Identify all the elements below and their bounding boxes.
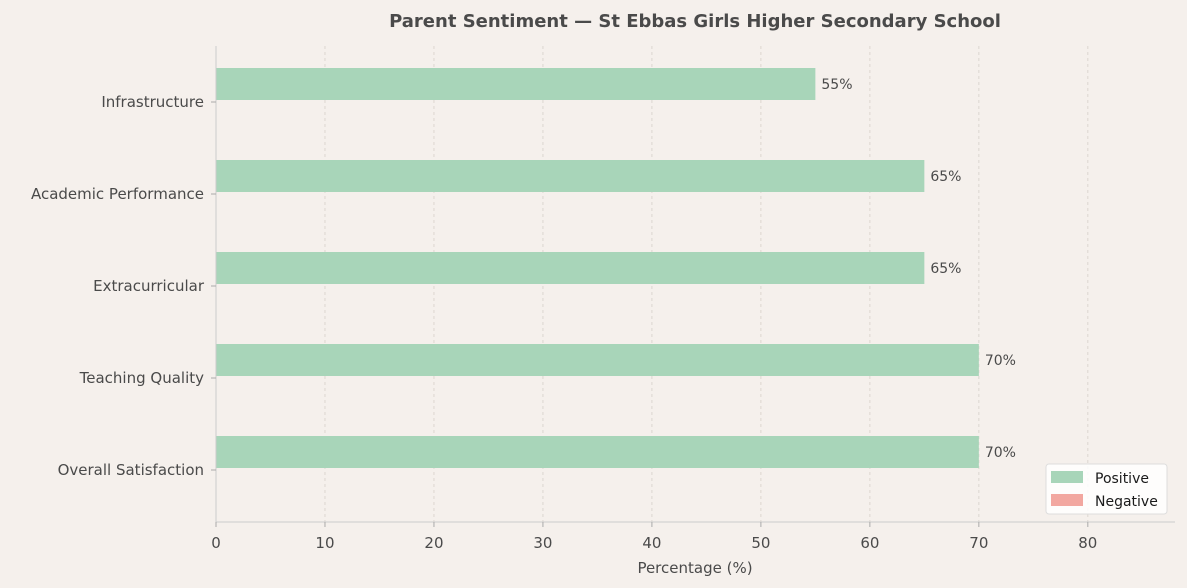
bar-value-label: 70% xyxy=(985,353,1016,369)
bar-positive xyxy=(216,68,816,100)
bar-value-label: 65% xyxy=(930,169,961,185)
x-tick-label: 40 xyxy=(642,534,661,552)
x-tick-label: 60 xyxy=(860,534,879,552)
x-tick-label: 80 xyxy=(1078,534,1097,552)
x-tick-label: 0 xyxy=(211,534,221,552)
x-tick-label: 10 xyxy=(315,534,334,552)
bars-group: 55% 65% 65% 70% 70% xyxy=(216,68,1016,468)
axes-group xyxy=(215,46,1175,523)
bar-positive xyxy=(216,160,925,192)
legend-label-negative: Negative xyxy=(1095,494,1158,510)
chart-title: Parent Sentiment — St Ebbas Girls Higher… xyxy=(389,11,1001,32)
bar-value-label: 65% xyxy=(930,261,961,277)
category-labels-group: Infrastructure Academic Performance Extrac… xyxy=(31,93,216,479)
x-axis-title: Percentage (%) xyxy=(637,559,752,577)
x-tick-label: 20 xyxy=(424,534,443,552)
category-label: Academic Performance xyxy=(31,185,204,203)
category-label: Overall Satisfaction xyxy=(58,461,204,479)
bar-positive xyxy=(216,436,979,468)
legend-swatch-negative xyxy=(1051,494,1083,506)
bar-positive xyxy=(216,344,979,376)
legend: Positive Negative xyxy=(1045,463,1168,515)
x-tick-label: 50 xyxy=(751,534,770,552)
x-tick-label: 70 xyxy=(969,534,988,552)
legend-swatch-positive xyxy=(1051,471,1083,483)
x-tick-label: 30 xyxy=(533,534,552,552)
x-ticks-group: 0 10 20 30 40 50 60 70 80 xyxy=(211,522,1097,552)
bar-positive xyxy=(216,252,925,284)
bar-value-label: 70% xyxy=(985,445,1016,461)
bar-value-label: 55% xyxy=(821,77,852,93)
category-label: Extracurricular xyxy=(93,277,205,295)
category-label: Teaching Quality xyxy=(79,369,204,387)
category-label: Infrastructure xyxy=(101,93,204,111)
legend-label-positive: Positive xyxy=(1095,471,1149,487)
